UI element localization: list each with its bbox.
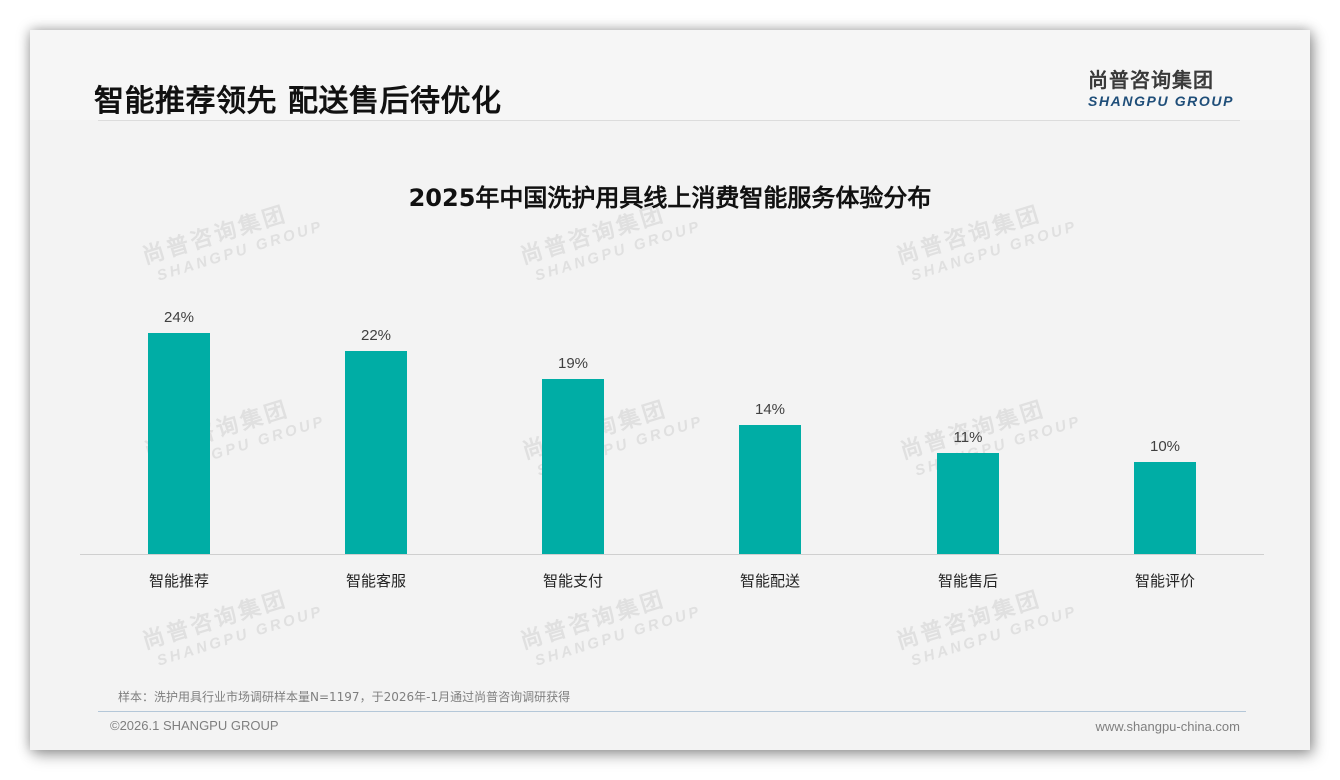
bar bbox=[542, 379, 604, 554]
bar-chart: 24% 智能推荐 22% 智能客服 19% 智能支付 14% 智能配送 11% 智能售后 10% 智能… bbox=[30, 30, 1310, 750]
bar-value-label: 11% bbox=[953, 429, 983, 446]
bar-value-label: 19% bbox=[557, 355, 589, 372]
chart-title: 2025年中国洗护用具线上消费智能服务体验分布 bbox=[408, 184, 932, 212]
category-label: 智能客服 bbox=[345, 572, 406, 590]
logo-text-en: SHANGPU GROUP bbox=[1088, 93, 1235, 109]
category-label: 智能评价 bbox=[1134, 572, 1195, 590]
bar bbox=[148, 333, 210, 554]
category-label: 智能支付 bbox=[542, 572, 603, 590]
bar bbox=[1134, 462, 1196, 554]
sample-note: 样本：洗护用具行业市场调研样本量N=1197，于2026年-1月通过尚普咨询调研… bbox=[118, 690, 571, 704]
category-label: 智能推荐 bbox=[148, 572, 209, 590]
bar bbox=[739, 425, 801, 554]
page-title: 智能推荐领先 配送售后待优化 bbox=[94, 84, 502, 119]
footer-divider bbox=[98, 711, 1246, 712]
category-label: 智能配送 bbox=[739, 572, 800, 590]
bar-value-label: 10% bbox=[1149, 438, 1181, 455]
header-band bbox=[30, 30, 1310, 120]
x-axis-baseline bbox=[80, 554, 1264, 555]
bar-value-label: 22% bbox=[360, 327, 392, 344]
website-link[interactable]: www.shangpu-china.com bbox=[1095, 719, 1240, 734]
logo-text-cn: 尚普咨询集团 bbox=[1088, 68, 1214, 92]
header-divider bbox=[98, 120, 1240, 121]
bar-value-label: 14% bbox=[754, 401, 786, 418]
bar bbox=[937, 453, 999, 554]
copyright-text: ©2026.1 SHANGPU GROUP bbox=[110, 718, 279, 733]
bar-value-label: 24% bbox=[163, 309, 195, 326]
slide: 智能推荐领先 配送售后待优化 尚普咨询集团 SHANGPU GROUP 尚普咨询… bbox=[30, 30, 1310, 750]
company-logo: 尚普咨询集团 SHANGPU GROUP bbox=[1088, 64, 1248, 109]
bar bbox=[345, 351, 407, 554]
category-label: 智能售后 bbox=[937, 572, 998, 590]
